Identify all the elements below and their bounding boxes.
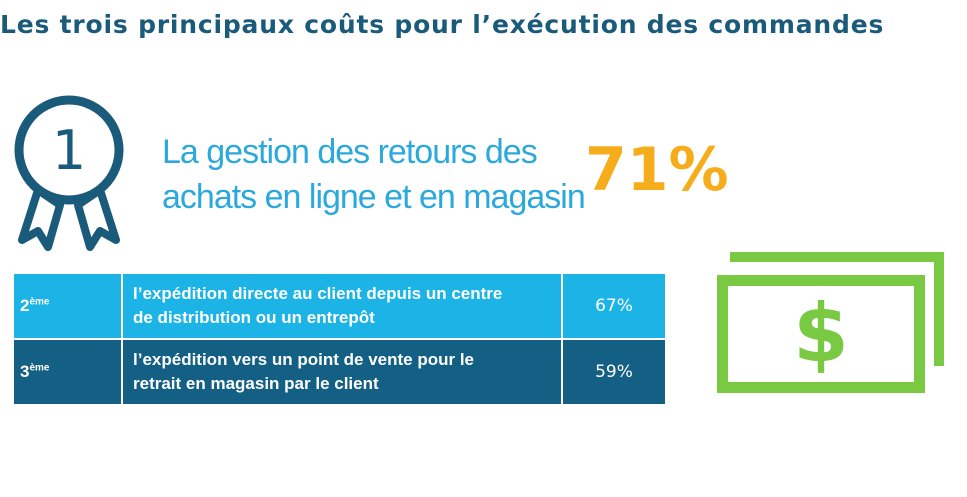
description-line1: l’expédition vers un point de vente pour…	[133, 350, 474, 369]
page-title: Les trois principaux coûts pour l’exécut…	[0, 10, 885, 39]
top-cost-label: La gestion des retours des achats en lig…	[162, 130, 586, 220]
dollar-sign-icon: $	[793, 287, 849, 380]
table-row: 3ème l’expédition vers un point de vente…	[14, 340, 665, 404]
top-cost-label-line1: La gestion des retours des	[162, 133, 538, 171]
rank-suffix: ème	[29, 362, 50, 374]
dollar-bill-icon: $	[717, 252, 944, 393]
ranking-table: 2ème l’expédition directe au client depu…	[12, 272, 667, 406]
percent-cell: 67%	[563, 274, 665, 338]
rank-number: 2	[20, 296, 30, 315]
description-line2: de distribution ou un entrepôt	[133, 308, 375, 327]
description-cell: l’expédition vers un point de vente pour…	[123, 340, 561, 404]
top-cost-percent: 71%	[585, 135, 729, 205]
description-line2: retrait en magasin par le client	[133, 374, 379, 393]
rank-number: 3	[20, 362, 30, 381]
award-ribbon-icon: 1	[14, 95, 124, 251]
percent-cell: 59%	[563, 340, 665, 404]
rank-one-number: 1	[52, 119, 86, 182]
table-row: 2ème l’expédition directe au client depu…	[14, 274, 665, 338]
rank-cell: 3ème	[14, 340, 121, 404]
rank-cell: 2ème	[14, 274, 121, 338]
description-cell: l’expédition directe au client depuis un…	[123, 274, 561, 338]
top-cost-label-line2: achats en ligne et en magasin	[162, 178, 586, 216]
rank-suffix: ème	[29, 296, 50, 308]
description-line1: l’expédition directe au client depuis un…	[133, 284, 503, 303]
